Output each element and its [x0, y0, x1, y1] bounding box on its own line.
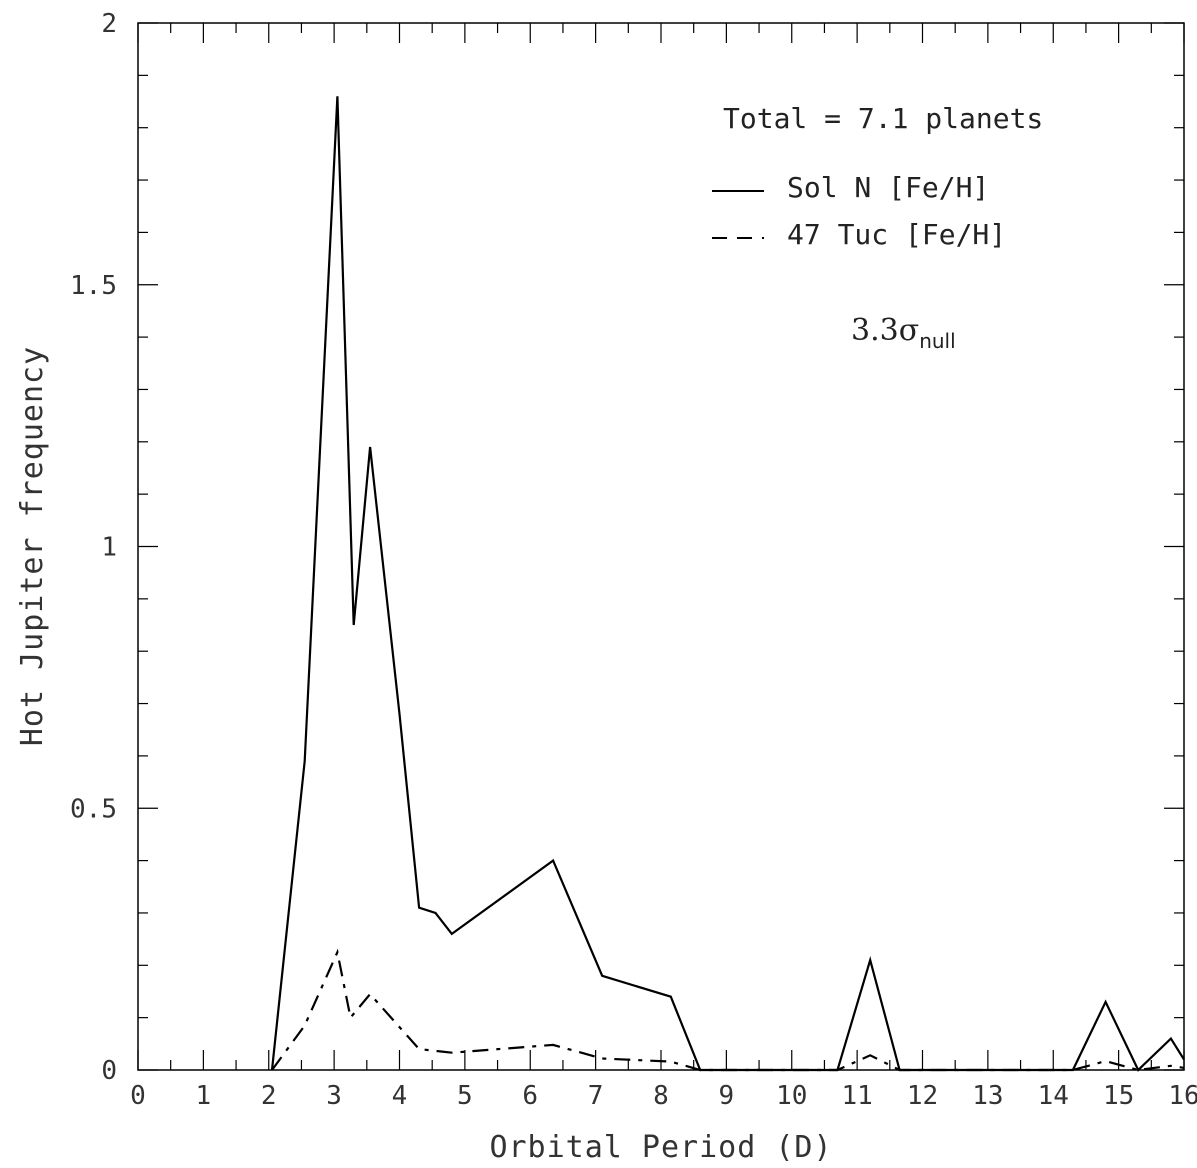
legend-label-sol: Sol N [Fe/H]	[787, 171, 989, 204]
y-tick-label: 1	[101, 533, 117, 563]
plot-frame	[137, 22, 1185, 1071]
x-tick-label: 15	[1103, 1081, 1134, 1111]
x-tick-label: 14	[1038, 1081, 1069, 1111]
y-axis-title: Hot Jupiter frequency	[15, 346, 50, 746]
x-tick-label: 5	[457, 1081, 473, 1111]
x-tick-label: 0	[130, 1081, 146, 1111]
x-tick-label: 11	[841, 1081, 872, 1111]
y-axis-ticks: 0 0.5 1 1.5 2	[70, 9, 1184, 1086]
sigma-subscript: null	[919, 329, 955, 353]
x-tick-label: 2	[261, 1081, 277, 1111]
x-tick-label: 4	[392, 1081, 408, 1111]
series-lines	[270, 96, 1185, 1072]
series-line-sol-n	[270, 96, 1185, 1072]
x-tick-label: 7	[588, 1081, 604, 1111]
x-tick-label: 3	[326, 1081, 342, 1111]
y-tick-label: 0.5	[70, 794, 117, 824]
series-line-47-tuc	[271, 948, 1185, 1072]
sigma-annotation: 3.3σnull	[851, 313, 956, 353]
x-tick-label: 16	[1168, 1081, 1197, 1111]
y-tick-label: 0	[101, 1056, 117, 1086]
x-tick-label: 6	[522, 1081, 538, 1111]
y-tick-label: 1.5	[70, 271, 117, 301]
x-axis-title: Orbital Period (D)	[489, 1130, 832, 1165]
y-tick-label: 2	[101, 9, 117, 39]
x-tick-label: 9	[719, 1081, 735, 1111]
x-tick-label: 1	[196, 1081, 212, 1111]
x-axis-ticks: 0 1 2 3 4 5 6 7 8 9 10 11 12 13 14 15 16	[130, 23, 1197, 1111]
legend-label-47tuc: 47 Tuc [Fe/H]	[787, 218, 1006, 251]
x-tick-label: 12	[907, 1081, 938, 1111]
total-annotation: Total = 7.1 planets	[723, 102, 1043, 135]
x-tick-label: 8	[653, 1081, 669, 1111]
sigma-main: 3.3σ	[851, 313, 919, 348]
x-tick-label: 10	[776, 1081, 807, 1111]
x-tick-label: 13	[972, 1081, 1003, 1111]
